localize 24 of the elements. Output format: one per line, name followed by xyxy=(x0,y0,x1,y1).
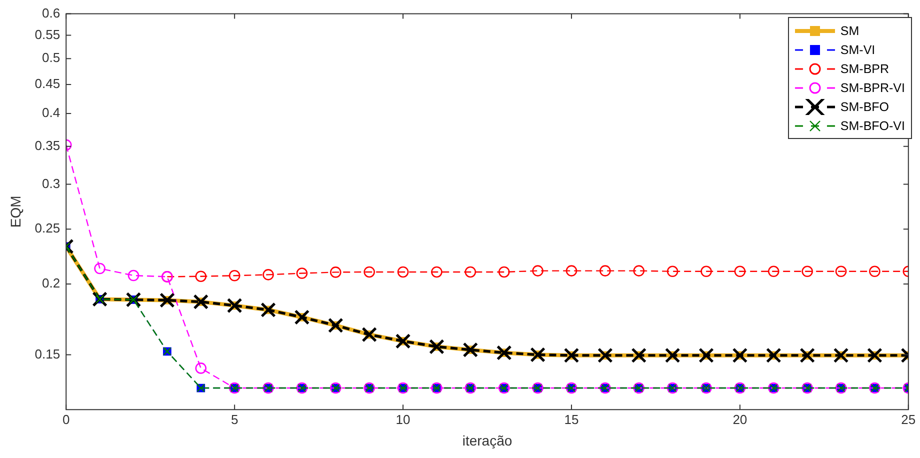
y-tick-label: 0.55 xyxy=(34,26,60,42)
y-tick-label: 0.4 xyxy=(42,105,60,120)
legend-label: SM-BPR xyxy=(840,62,890,76)
y-tick-label: 0.45 xyxy=(34,76,60,92)
x-tick-label: 20 xyxy=(732,412,748,427)
y-tick-label: 0.5 xyxy=(42,50,60,66)
x-tick-label: 15 xyxy=(564,412,579,427)
y-axis-title: EQM xyxy=(7,196,24,228)
legend-label: SM-BPR-VI xyxy=(840,80,905,94)
x-tick-label: 25 xyxy=(901,412,916,427)
x-tick-label: 10 xyxy=(396,412,410,427)
x-axis-title: iteração xyxy=(462,432,512,448)
y-tick-label: 0.35 xyxy=(34,138,60,153)
y-tick-label: 0.2 xyxy=(42,276,60,291)
y-tick-label: 0.6 xyxy=(42,5,60,20)
y-tick-label: 0.25 xyxy=(34,220,60,236)
legend-label: SM-VI xyxy=(840,42,876,56)
legend-label: SM-BFO xyxy=(840,100,890,114)
y-tick-label: 0.3 xyxy=(42,176,60,191)
legend-label: SM-BFO-VI xyxy=(840,118,905,132)
legend-label: SM xyxy=(840,24,860,38)
y-tick-label: 0.15 xyxy=(34,346,60,362)
x-tick-label: 5 xyxy=(230,412,238,427)
x-tick-label: 0 xyxy=(62,412,70,427)
